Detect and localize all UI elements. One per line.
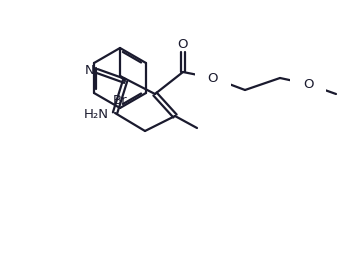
Text: O: O — [178, 38, 188, 51]
Text: Br: Br — [113, 94, 127, 107]
Text: N: N — [85, 65, 95, 78]
Text: H₂N: H₂N — [84, 108, 109, 122]
Text: O: O — [208, 71, 218, 85]
Text: O: O — [303, 78, 313, 90]
